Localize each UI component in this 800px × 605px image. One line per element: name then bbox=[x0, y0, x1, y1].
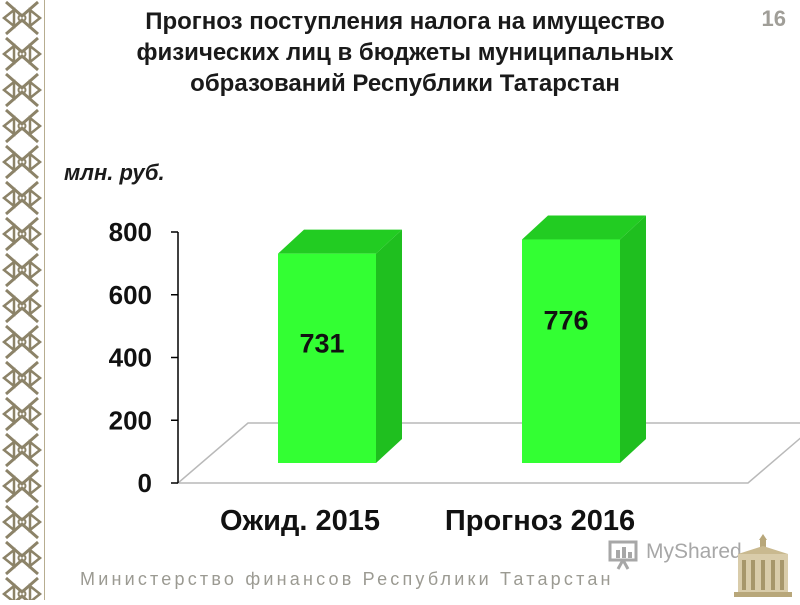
x-category-label: Прогноз 2016 bbox=[445, 505, 635, 537]
title-line: физических лиц в бюджеты муниципальных bbox=[136, 39, 674, 66]
decorative-ornament-border bbox=[0, 0, 45, 600]
slide-title: Прогноз поступления налога на имущество … bbox=[60, 6, 750, 99]
bar bbox=[522, 239, 620, 463]
watermark-text: MyShared bbox=[646, 540, 742, 563]
government-building-icon bbox=[734, 534, 792, 597]
x-category-label: Ожид. 2015 bbox=[220, 505, 380, 537]
bar-side-face bbox=[620, 215, 646, 463]
data-label: 776 bbox=[543, 305, 588, 335]
y-tick-label: 600 bbox=[109, 280, 152, 310]
title-line: образований Республики Татарстан bbox=[190, 70, 620, 97]
y-tick-label: 800 bbox=[109, 217, 152, 247]
y-tick-label: 0 bbox=[138, 468, 152, 498]
bar-top-face bbox=[278, 229, 402, 254]
bar-top-face bbox=[522, 215, 646, 240]
bar-side-face bbox=[376, 229, 402, 463]
presentation-icon bbox=[608, 540, 638, 570]
title-line: Прогноз поступления налога на имущество bbox=[145, 8, 665, 35]
y-tick-label: 200 bbox=[109, 405, 152, 435]
ornament-pattern bbox=[0, 0, 44, 600]
bar bbox=[278, 253, 376, 463]
data-label: 731 bbox=[299, 328, 344, 358]
watermark: MyShared bbox=[606, 536, 756, 570]
page-number: 16 bbox=[761, 6, 786, 31]
y-tick-label: 400 bbox=[109, 343, 152, 373]
footer-ministry-name: Министерство финансов Республики Татарст… bbox=[80, 569, 614, 589]
y-axis-unit-label: млн. руб. bbox=[64, 160, 165, 185]
chart-floor bbox=[175, 422, 800, 484]
